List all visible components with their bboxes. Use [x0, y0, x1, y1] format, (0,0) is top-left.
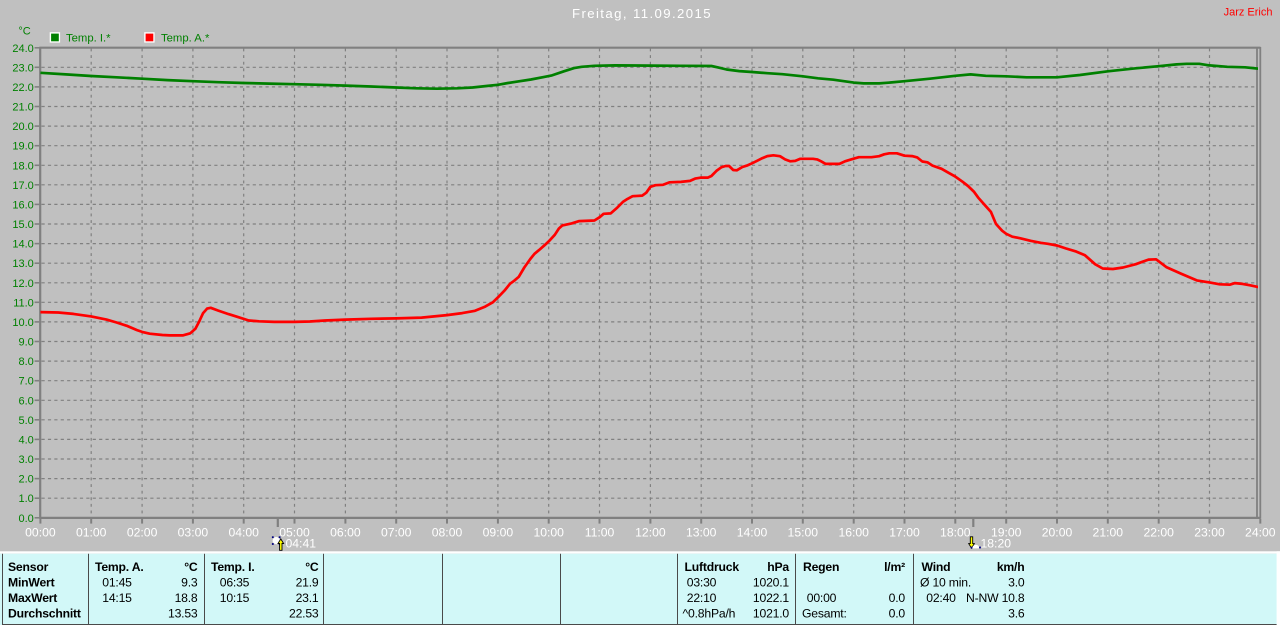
svg-text:24.0: 24.0	[12, 43, 33, 55]
svg-text:11:00: 11:00	[585, 526, 615, 540]
svg-text:Jarz Erich: Jarz Erich	[1224, 7, 1273, 19]
svg-text:12.0: 12.0	[12, 278, 33, 290]
svg-text:05:00: 05:00	[279, 526, 310, 540]
svg-text:9.3: 9.3	[181, 576, 198, 590]
svg-text:3.0: 3.0	[19, 454, 34, 466]
svg-text:Luftdruck: Luftdruck	[685, 560, 740, 574]
svg-text:22.53: 22.53	[289, 607, 319, 621]
svg-text:Durchschnitt: Durchschnitt	[8, 607, 81, 621]
svg-text:3.6: 3.6	[1008, 607, 1025, 621]
svg-text:10.0: 10.0	[12, 317, 33, 329]
svg-text:02:40: 02:40	[926, 591, 956, 605]
svg-text:07:00: 07:00	[381, 526, 412, 540]
svg-text:01:00: 01:00	[76, 526, 107, 540]
svg-text:1022.1: 1022.1	[753, 591, 789, 605]
svg-text:20:00: 20:00	[1042, 526, 1073, 540]
svg-text:18.8: 18.8	[175, 591, 198, 605]
svg-text:19:00: 19:00	[991, 526, 1022, 540]
svg-text:02:00: 02:00	[127, 526, 158, 540]
svg-text:1020.1: 1020.1	[753, 576, 789, 590]
svg-text:18.0: 18.0	[12, 160, 33, 172]
svg-text:Temp. A.: Temp. A.	[95, 560, 144, 574]
svg-text:06:00: 06:00	[330, 526, 361, 540]
svg-text:10:15: 10:15	[220, 591, 250, 605]
svg-text:km/h: km/h	[997, 560, 1025, 574]
svg-text:Ø 10 min.: Ø 10 min.	[920, 576, 971, 590]
svg-text:3.0: 3.0	[1008, 576, 1025, 590]
svg-text:Temp. I.*: Temp. I.*	[66, 32, 111, 44]
svg-text:24:00: 24:00	[1245, 526, 1276, 540]
svg-text:04:00: 04:00	[228, 526, 259, 540]
svg-text:6.0: 6.0	[19, 395, 34, 407]
svg-text:15:00: 15:00	[788, 526, 819, 540]
svg-text:N-NW 10.8: N-NW 10.8	[966, 591, 1025, 605]
svg-text:°C: °C	[184, 560, 198, 574]
svg-text:Temp. A.*: Temp. A.*	[161, 32, 210, 44]
svg-text:°C: °C	[305, 560, 319, 574]
svg-text:18:00: 18:00	[940, 526, 971, 540]
svg-text:Temp. I.: Temp. I.	[211, 560, 255, 574]
svg-text:0.0: 0.0	[889, 591, 906, 605]
svg-text:20.0: 20.0	[12, 121, 33, 133]
svg-text:23.0: 23.0	[12, 62, 33, 74]
svg-text:9.0: 9.0	[19, 337, 34, 349]
svg-text:17:00: 17:00	[889, 526, 920, 540]
svg-text:0.0: 0.0	[19, 513, 34, 525]
svg-text:MaxWert: MaxWert	[8, 591, 57, 605]
svg-text:13.53: 13.53	[168, 607, 198, 621]
svg-text:Regen: Regen	[803, 560, 839, 574]
svg-text:Freitag, 11.09.2015: Freitag, 11.09.2015	[572, 6, 712, 21]
svg-text:1.0: 1.0	[19, 493, 34, 505]
svg-text:16.0: 16.0	[12, 199, 33, 211]
svg-text:00:00: 00:00	[807, 591, 837, 605]
svg-text:01:45: 01:45	[102, 576, 132, 590]
svg-text:Wind: Wind	[922, 560, 951, 574]
svg-text:23:00: 23:00	[1194, 526, 1225, 540]
svg-text:21.9: 21.9	[296, 576, 319, 590]
svg-text:14:00: 14:00	[737, 526, 768, 540]
svg-text:22:10: 22:10	[687, 591, 717, 605]
svg-text:22:00: 22:00	[1143, 526, 1174, 540]
svg-text:03:00: 03:00	[178, 526, 209, 540]
svg-text:5.0: 5.0	[19, 415, 34, 427]
svg-text:00:00: 00:00	[25, 526, 56, 540]
svg-text:1021.0: 1021.0	[753, 607, 789, 621]
svg-text:21.0: 21.0	[12, 102, 33, 114]
svg-text:°C: °C	[18, 26, 30, 38]
svg-text:0.0: 0.0	[889, 607, 906, 621]
svg-text:l/m²: l/m²	[884, 560, 905, 574]
svg-text:15.0: 15.0	[12, 219, 33, 231]
svg-text:^0.8hPa/h: ^0.8hPa/h	[683, 607, 736, 621]
svg-text:22.0: 22.0	[12, 82, 33, 94]
svg-text:06:35: 06:35	[220, 576, 250, 590]
svg-text:23.1: 23.1	[296, 591, 319, 605]
svg-text:14:15: 14:15	[102, 591, 132, 605]
svg-text:13.0: 13.0	[12, 258, 33, 270]
svg-text:11.0: 11.0	[13, 297, 34, 309]
svg-text:09:00: 09:00	[483, 526, 514, 540]
svg-text:21:00: 21:00	[1093, 526, 1124, 540]
svg-text:Sensor: Sensor	[8, 560, 49, 574]
svg-text:MinWert: MinWert	[8, 576, 55, 590]
svg-text:03:30: 03:30	[687, 576, 717, 590]
svg-text:13:00: 13:00	[686, 526, 717, 540]
svg-text:10:00: 10:00	[533, 526, 564, 540]
svg-text:12:00: 12:00	[635, 526, 666, 540]
svg-text:8.0: 8.0	[19, 356, 34, 368]
svg-text:04:41: 04:41	[286, 537, 317, 551]
svg-text:Gesamt:: Gesamt:	[802, 607, 847, 621]
svg-text:17.0: 17.0	[12, 180, 33, 192]
svg-text:7.0: 7.0	[19, 376, 34, 388]
svg-text:08:00: 08:00	[432, 526, 463, 540]
svg-text:16:00: 16:00	[838, 526, 869, 540]
svg-text:19.0: 19.0	[12, 141, 33, 153]
svg-text:hPa: hPa	[767, 560, 789, 574]
svg-text:14.0: 14.0	[12, 239, 33, 251]
svg-text:18:20: 18:20	[981, 537, 1012, 551]
svg-text:2.0: 2.0	[19, 474, 34, 486]
svg-text:4.0: 4.0	[19, 434, 34, 446]
